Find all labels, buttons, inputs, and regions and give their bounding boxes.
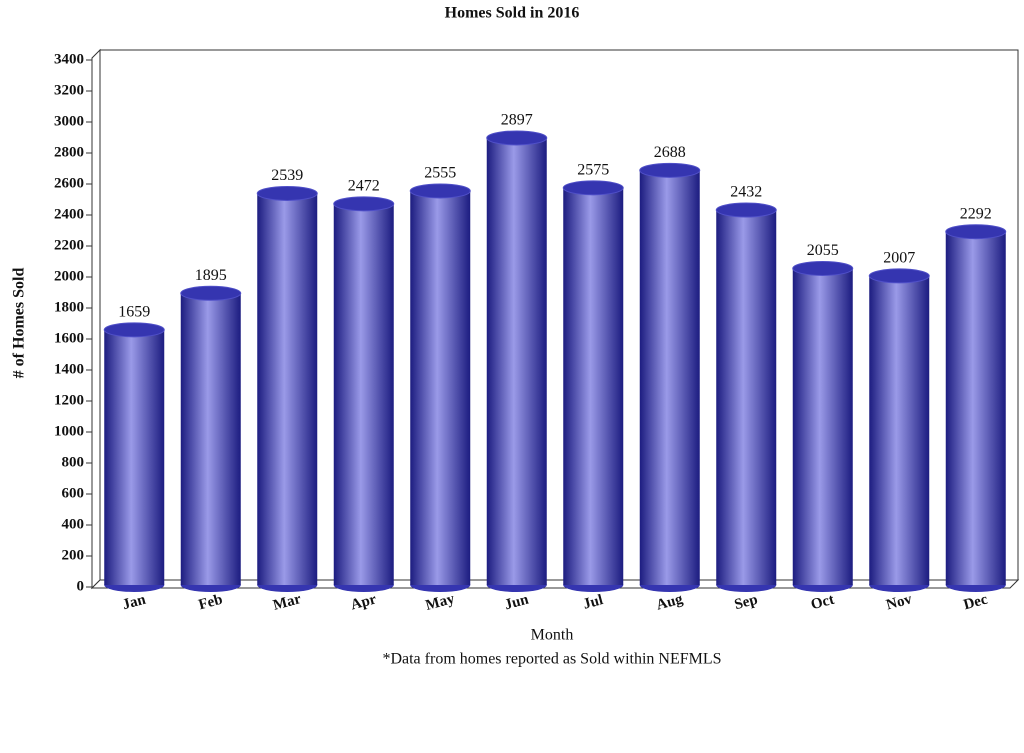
bar bbox=[563, 187, 624, 585]
y-tick-label: 2600 bbox=[54, 175, 84, 191]
bar bbox=[410, 190, 471, 585]
bar-top bbox=[562, 180, 624, 196]
value-label: 2007 bbox=[883, 250, 915, 267]
bar-top bbox=[333, 196, 395, 212]
y-tick-label: 1200 bbox=[54, 392, 84, 408]
bar bbox=[945, 231, 1006, 586]
x-tick-label: Jun bbox=[503, 591, 531, 613]
x-tick-label: Oct bbox=[809, 592, 836, 613]
bar bbox=[486, 137, 547, 585]
bar-top bbox=[639, 162, 701, 178]
bar-top bbox=[256, 185, 318, 201]
bar-top bbox=[103, 322, 165, 338]
y-tick-label: 400 bbox=[62, 516, 85, 532]
y-tick-label: 3200 bbox=[54, 82, 84, 98]
bar bbox=[716, 210, 777, 586]
value-label: 2575 bbox=[577, 162, 609, 179]
x-tick-label: Mar bbox=[271, 591, 303, 614]
bar bbox=[257, 193, 318, 585]
x-tick-label: Jan bbox=[121, 592, 148, 614]
value-label: 2292 bbox=[960, 205, 992, 222]
bar bbox=[869, 275, 930, 585]
y-tick-label: 2200 bbox=[54, 237, 84, 253]
x-tick-label: Nov bbox=[885, 591, 915, 613]
x-tick-label: Aug bbox=[655, 591, 685, 613]
y-tick-label: 2800 bbox=[54, 144, 84, 160]
bar-top bbox=[180, 285, 242, 301]
chart-title: Homes Sold in 2016 bbox=[445, 5, 580, 22]
y-tick-label: 1400 bbox=[54, 361, 84, 377]
value-label: 1895 bbox=[195, 267, 227, 284]
y-axis-label: # of Homes Sold bbox=[11, 268, 28, 379]
y-tick-label: 2400 bbox=[54, 206, 84, 222]
value-label: 2555 bbox=[424, 165, 456, 182]
floor bbox=[90, 579, 1020, 589]
value-label: 2897 bbox=[501, 112, 533, 129]
y-tick-label: 3400 bbox=[54, 51, 84, 67]
bar bbox=[104, 329, 165, 585]
value-label: 2472 bbox=[348, 178, 380, 195]
x-axis-label: Month bbox=[531, 627, 574, 644]
y-tick-label: 200 bbox=[62, 547, 85, 563]
x-tick-label: Feb bbox=[197, 592, 224, 614]
x-tick-label: May bbox=[424, 591, 457, 614]
value-label: 2539 bbox=[271, 167, 303, 184]
value-label: 2688 bbox=[654, 144, 686, 161]
value-label: 1659 bbox=[118, 304, 150, 321]
bar-top bbox=[409, 183, 471, 199]
y-tick-label: 0 bbox=[77, 578, 85, 594]
side-wall bbox=[91, 48, 101, 590]
x-tick-label: Sep bbox=[733, 592, 760, 613]
bar bbox=[639, 170, 700, 586]
footnote: *Data from homes reported as Sold within… bbox=[382, 651, 721, 668]
y-tick-label: 600 bbox=[62, 485, 85, 501]
y-tick-label: 2000 bbox=[54, 268, 84, 284]
value-label: 2432 bbox=[730, 184, 762, 201]
bar bbox=[180, 293, 241, 585]
y-tick-label: 800 bbox=[62, 454, 85, 470]
x-tick-label: Apr bbox=[349, 591, 378, 613]
x-tick-label: Dec bbox=[962, 592, 990, 614]
y-tick-label: 1600 bbox=[54, 330, 84, 346]
y-tick-label: 1000 bbox=[54, 423, 84, 439]
bar-top bbox=[792, 260, 854, 276]
x-tick-label: Jul bbox=[581, 592, 604, 613]
value-label: 2055 bbox=[807, 242, 839, 259]
bar bbox=[333, 203, 394, 585]
bar bbox=[792, 268, 853, 585]
bar-top bbox=[868, 268, 930, 284]
bar-top bbox=[486, 130, 548, 146]
bar-top bbox=[715, 202, 777, 218]
y-tick-label: 3000 bbox=[54, 113, 84, 129]
bar-top bbox=[945, 224, 1007, 240]
y-tick-label: 1800 bbox=[54, 299, 84, 315]
